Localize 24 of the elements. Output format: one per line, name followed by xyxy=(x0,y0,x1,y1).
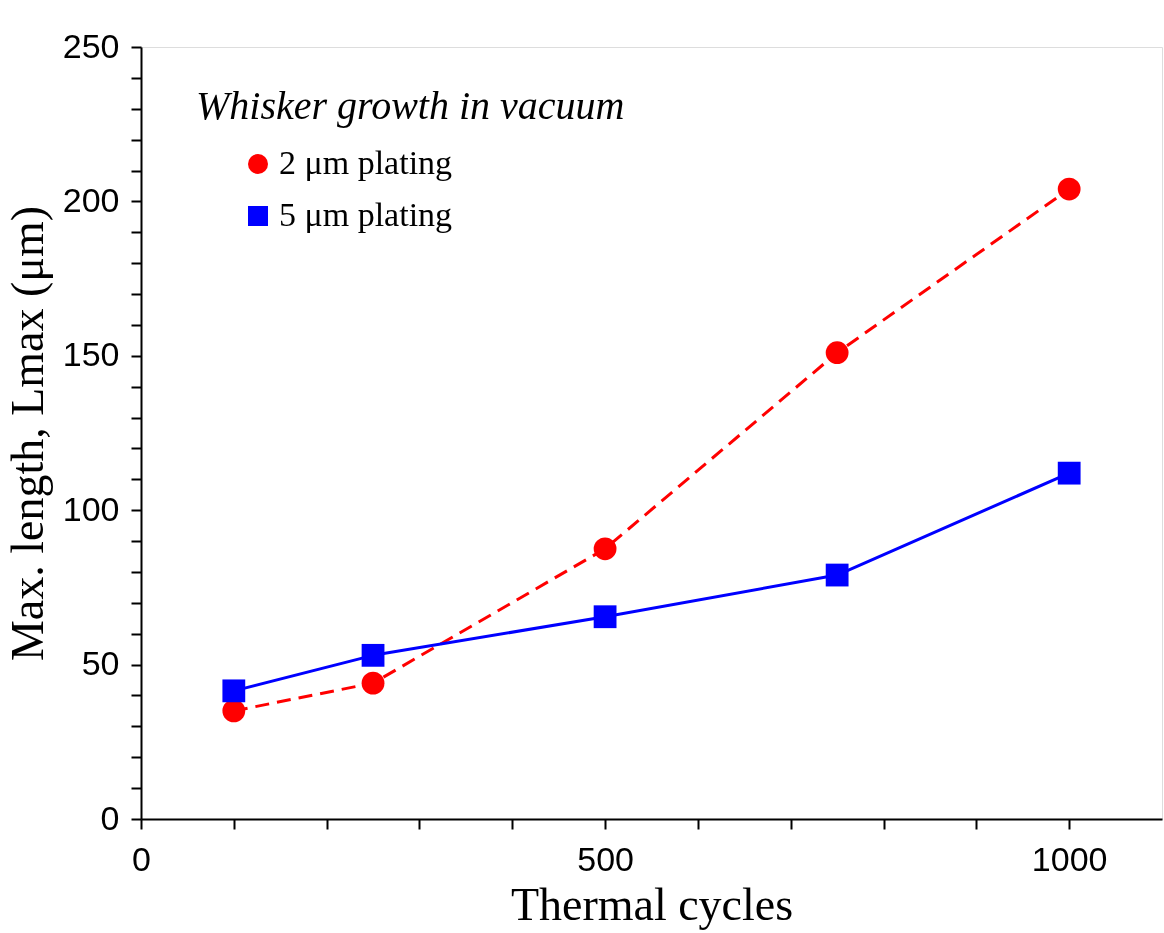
x-tick-label: 1000 xyxy=(1031,839,1108,878)
y-tick-label: 200 xyxy=(62,180,120,219)
point xyxy=(593,605,617,629)
legend-label: 2 μm plating xyxy=(279,144,453,181)
point xyxy=(361,643,385,667)
x-tick-label: 500 xyxy=(577,839,634,878)
point xyxy=(1057,461,1081,485)
point xyxy=(1057,177,1081,201)
legend-label: 5 μm plating xyxy=(279,196,453,233)
y-tick-label: 150 xyxy=(62,335,120,374)
point xyxy=(825,341,849,365)
y-tick-label: 100 xyxy=(62,489,120,528)
y-tick-label: 50 xyxy=(81,644,120,683)
annotation: Whisker growth in vacuum xyxy=(196,83,625,128)
y-axis-title: Max. length, Lmax (μm) xyxy=(1,205,53,662)
point xyxy=(222,699,246,723)
x-axis-title: Thermal cycles xyxy=(510,878,794,930)
point xyxy=(825,563,849,587)
x-tick-label: 0 xyxy=(132,839,151,878)
point xyxy=(222,679,246,703)
point xyxy=(593,537,617,561)
point xyxy=(361,671,385,695)
y-tick-label: 0 xyxy=(100,798,120,837)
y-tick-label: 250 xyxy=(62,26,120,65)
